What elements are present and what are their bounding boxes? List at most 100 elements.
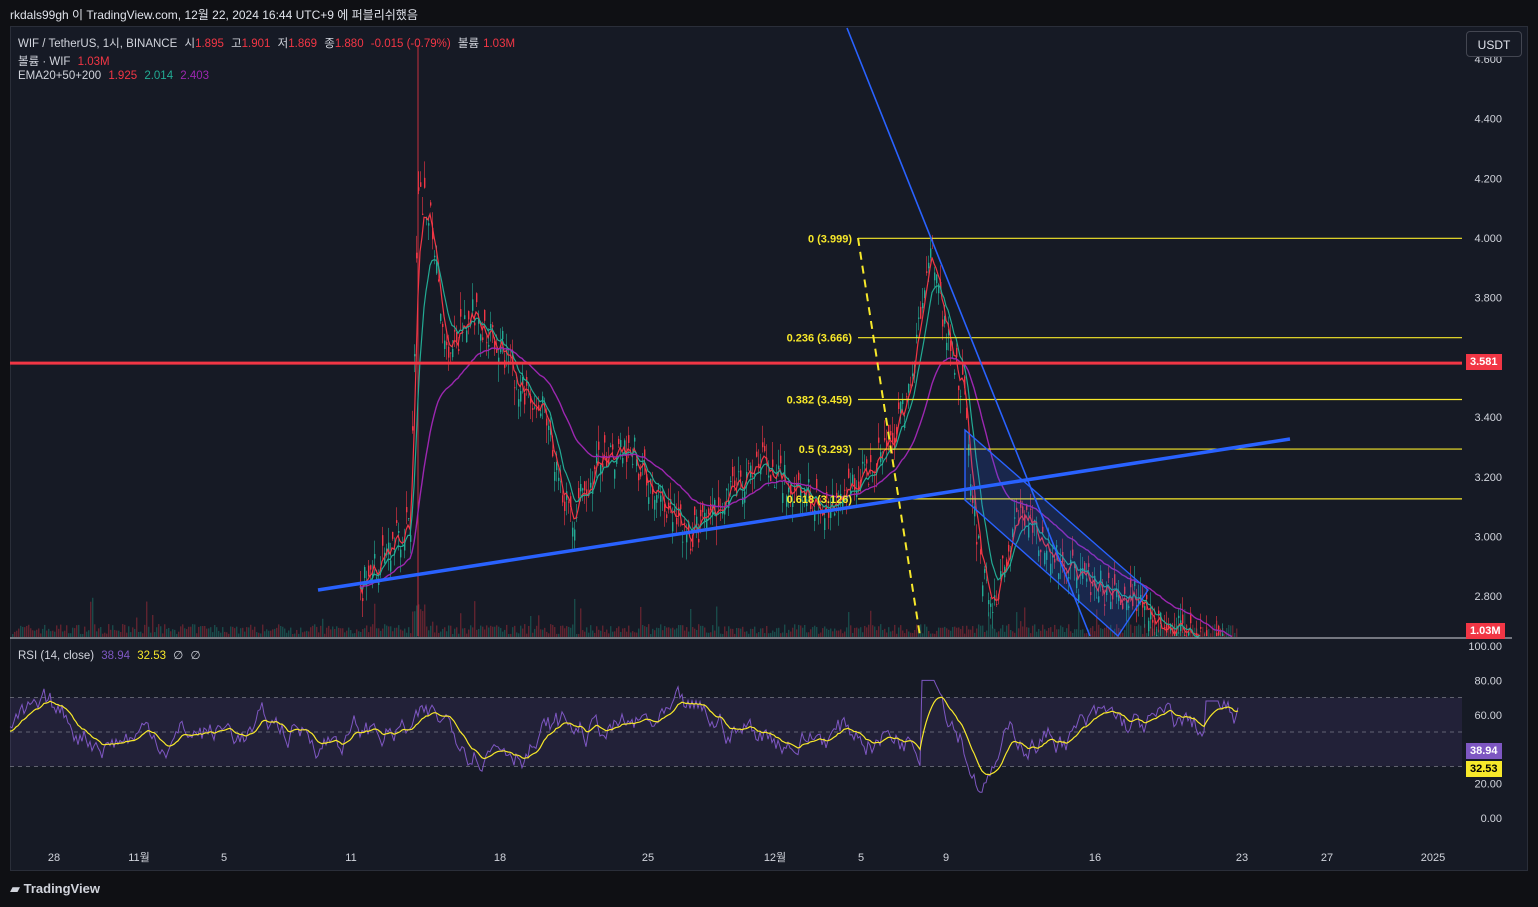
volume-bar [716,606,718,637]
rsi-indicator-label[interactable]: RSI (14, close) [18,650,95,662]
volume-bar [526,633,528,637]
volume-bar [190,626,192,637]
volume-bar [354,633,356,637]
candle-body [1044,552,1046,565]
time-axis-label: 2025 [1421,852,1445,864]
volume-bar [164,624,166,637]
candle-body [654,499,656,510]
symbol-label[interactable]: WIF / TetherUS, 1시, BINANCE [18,38,178,50]
rsi-axis-label: 0.00 [1481,813,1502,825]
ema-indicator-label[interactable]: EMA20+50+200 [18,70,102,82]
candle-body [438,279,440,282]
volume-bar [260,633,262,637]
candle-body [984,569,986,573]
volume-bar [850,625,852,637]
candle-body [792,502,794,508]
candle-body [360,584,362,587]
volume-bar [392,631,394,637]
volume-bar [958,627,960,637]
volume-bar [802,627,804,637]
volume-indicator-label[interactable]: 볼륨 · WIF [18,56,71,68]
volume-bar [498,626,500,637]
candle-body [424,177,426,188]
volume-bar [440,631,442,637]
candle-body [1118,594,1120,602]
time-axis-label: 9 [943,852,949,864]
candle-body [642,462,644,464]
rsi-ma-value: 32.53 [137,650,167,662]
candle-body [784,464,786,475]
volume-bar [56,625,58,637]
candle-body [556,461,558,471]
candle-body [1072,549,1074,556]
volume-bar [566,626,568,637]
volume-bar [186,629,188,637]
volume-bar [246,627,248,637]
volume-bar [22,626,24,637]
candle-body [580,483,582,492]
volume-bar [884,628,886,637]
volume-bar [266,629,268,637]
volume-bar [962,625,964,637]
descending-trendline[interactable] [846,27,1091,637]
price-axis-label: 4.400 [1474,114,1502,126]
volume-bar [900,625,902,637]
candle-body [848,468,850,478]
volume-bar [304,631,306,637]
volume-bar [994,628,996,637]
volume-bar [166,628,168,637]
descending-channel[interactable] [964,428,1149,638]
volume-bar [126,632,128,637]
volume-bar [198,626,200,637]
volume-bar [296,629,298,637]
volume-bar [432,621,434,637]
candle-body [1124,586,1126,594]
volume-bar [334,629,336,637]
volume-bar [98,628,100,637]
volume-bar [202,626,204,637]
volume-bar [178,631,180,637]
candle-body [1188,631,1190,636]
candle-body [958,385,960,391]
volume-bar [684,630,686,637]
rsi-axis-label: 20.00 [1474,779,1502,791]
volume-bar [858,628,860,637]
candle-body [1056,545,1058,548]
volume-bar [534,628,536,637]
candle-body [1126,599,1128,611]
volume-bar [310,627,312,637]
candle-body [960,395,962,397]
candle-body [640,472,642,477]
candle-body [1066,572,1068,574]
volume-bar [668,627,670,637]
candle-body [950,340,952,352]
volume-bar [878,626,880,637]
candle-body [546,418,548,426]
volume-bar [556,633,558,637]
candle-body [646,474,648,486]
volume-bar [1236,628,1238,637]
volume-bar [1056,629,1058,637]
volume-bar [954,626,956,637]
volume-bar [1062,627,1064,637]
tradingview-logo[interactable]: ▰ TradingView [10,881,100,897]
candle-body [532,408,534,411]
fib-trend-dashed-line[interactable] [857,237,921,637]
candle-body [1150,607,1152,620]
volume-bar [488,627,490,637]
candle-body [602,463,604,467]
ascending-trendline[interactable] [317,437,1291,592]
candle-body [512,352,514,363]
volume-bar [728,626,730,637]
candle-body [796,483,798,486]
volume-bar [880,624,882,637]
candle-body [414,354,416,357]
candle-body [734,480,736,486]
candle-body [698,538,700,543]
currency-button[interactable]: USDT [1466,31,1522,57]
volume-bar [540,629,542,637]
volume-bar [720,633,722,637]
candle-body [434,255,436,258]
volume-bar [970,629,972,637]
